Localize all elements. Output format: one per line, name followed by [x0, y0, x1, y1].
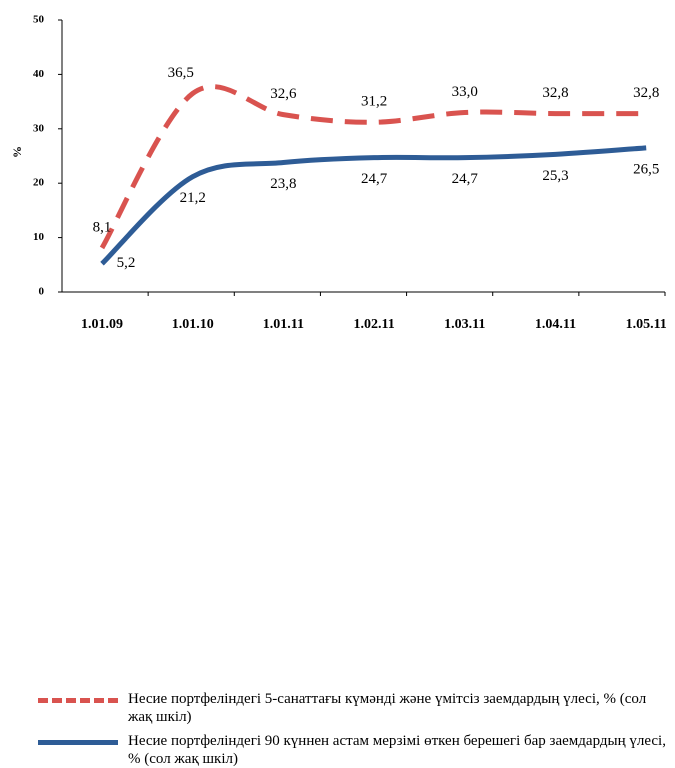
data-label: 26,5 — [633, 161, 659, 177]
x-tick-label: 1.03.11 — [444, 317, 485, 332]
x-tick-label: 1.04.11 — [535, 317, 576, 332]
data-label: 32,8 — [633, 85, 659, 101]
series-line — [99, 84, 647, 250]
data-label: 25,3 — [542, 168, 568, 184]
page: % 0 10 20 30 40 50 1.01.09 1.01.10 1.01.11 1.02.1… — [10, 14, 667, 767]
data-label: 32,6 — [270, 86, 297, 102]
x-tick-label: 1.02.11 — [353, 317, 394, 332]
data-label: 36,5 — [168, 65, 194, 81]
legend-swatch — [38, 740, 118, 745]
y-tick-label: 50 — [33, 14, 45, 26]
series-line — [100, 145, 647, 266]
x-tick-label: 1.01.09 — [81, 317, 123, 332]
x-tick-label: 1.01.10 — [172, 317, 214, 332]
legend-swatch — [38, 698, 118, 703]
x-tick-label: 1.01.11 — [263, 317, 304, 332]
y-axis-label: % — [10, 146, 24, 158]
x-tick-label: 1.05.11 — [626, 317, 667, 332]
legend-label: Несие портфеліндегі 5-санаттағы күмәнді … — [128, 691, 647, 725]
data-label: 5,2 — [117, 255, 136, 271]
y-tick-label: 40 — [33, 68, 45, 80]
data-label: 23,8 — [270, 176, 296, 192]
data-label: 32,8 — [542, 85, 568, 101]
data-label: 8,1 — [93, 219, 112, 235]
data-label: 24,7 — [361, 171, 388, 187]
data-label: 31,2 — [361, 94, 387, 110]
legend-label: Несие портфеліндегі 90 күннен астам мерз… — [128, 733, 666, 767]
data-label: 24,7 — [452, 171, 479, 187]
y-tick-label: 10 — [33, 231, 45, 243]
y-tick-label: 0 — [39, 286, 45, 298]
data-label: 33,0 — [452, 84, 478, 100]
y-tick-label: 30 — [33, 122, 45, 134]
data-label: 21,2 — [180, 190, 206, 206]
y-tick-label: 20 — [33, 177, 45, 189]
chart: % 0 10 20 30 40 50 1.01.09 1.01.10 1.01.11 1.02.1… — [10, 14, 667, 333]
